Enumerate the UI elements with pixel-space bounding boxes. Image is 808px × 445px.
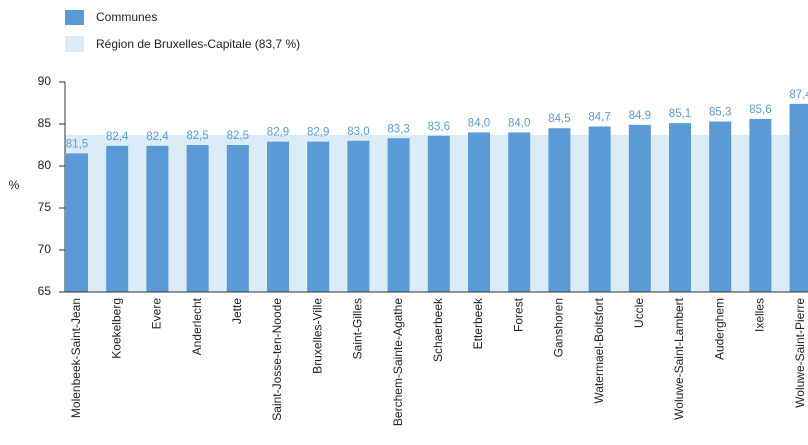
x-tick-label: Woluwe-Saint-Lambert — [672, 297, 686, 419]
x-tick-label: Uccle — [632, 298, 646, 328]
value-label: 81,5 — [66, 138, 88, 150]
bar — [267, 141, 289, 292]
y-tick-label: 70 — [38, 242, 52, 256]
value-label: 82,9 — [267, 127, 289, 139]
bar — [186, 145, 209, 292]
value-label: 84,7 — [588, 112, 610, 124]
x-tick-label: Berchem-Sainte-Agathe — [391, 298, 405, 426]
y-tick-label: 85 — [38, 116, 52, 130]
bar — [508, 132, 531, 292]
bar — [427, 135, 450, 292]
x-tick-label: Bruxelles-Ville — [310, 298, 324, 374]
bar — [709, 121, 732, 292]
x-tick-label: Schaerbeek — [431, 297, 445, 362]
value-label: 84,0 — [508, 117, 530, 129]
bar — [749, 118, 772, 293]
value-label: 85,3 — [709, 107, 731, 119]
x-tick-label: Auderghem — [712, 298, 726, 360]
bar — [548, 128, 571, 292]
value-label: 83,3 — [387, 123, 409, 135]
y-tick-label: 65 — [38, 284, 52, 298]
x-tick-label: Watermael-Boitsfort — [592, 297, 606, 403]
value-label: 84,0 — [468, 117, 490, 129]
value-label: 82,4 — [146, 131, 169, 143]
x-tick-label: Molenbeek-Saint-Jean — [69, 298, 83, 418]
legend-label: Communes — [96, 10, 157, 24]
x-tick-label: Woluwe-Saint-Pierre — [793, 298, 807, 408]
bar — [226, 145, 249, 292]
value-label: 82,5 — [186, 130, 208, 142]
y-tick-label: 75 — [38, 200, 52, 214]
y-tick-label: 90 — [38, 74, 52, 88]
legend-label: Région de Bruxelles-Capitale (83,7 %) — [96, 37, 300, 51]
value-label: 82,4 — [106, 131, 129, 143]
value-label: 82,5 — [227, 130, 249, 142]
x-tick-label: Forest — [511, 297, 525, 332]
value-label: 85,6 — [749, 104, 771, 116]
value-label: 84,5 — [548, 113, 570, 125]
bar — [66, 153, 88, 292]
legend-swatch — [65, 36, 84, 52]
x-tick-label: Ganshoren — [552, 298, 566, 357]
bar — [628, 124, 651, 292]
bar — [347, 140, 370, 292]
bar — [307, 141, 330, 292]
value-label: 87,4 — [789, 89, 808, 101]
x-tick-label: Saint-Josse-ten-Noode — [270, 298, 284, 421]
legend-swatch — [65, 10, 84, 25]
bar — [387, 138, 410, 292]
bar — [588, 126, 611, 293]
y-axis-label: % — [9, 178, 20, 192]
x-tick-label: Jette — [230, 298, 244, 324]
value-label: 83,0 — [347, 126, 369, 138]
value-label: 83,6 — [428, 121, 450, 133]
bar — [669, 123, 691, 292]
bar — [468, 132, 490, 292]
x-tick-label: Anderlecht — [190, 297, 204, 355]
x-tick-label: Ixelles — [753, 298, 767, 332]
bar — [789, 103, 808, 292]
value-label: 82,9 — [307, 127, 329, 139]
value-label: 84,9 — [629, 110, 651, 122]
bar — [146, 145, 169, 292]
x-tick-label: Evere — [150, 298, 164, 330]
x-tick-label: Saint-Gilles — [351, 298, 365, 359]
y-tick-label: 80 — [38, 158, 52, 172]
x-tick-label: Koekelberg — [109, 298, 123, 359]
value-label: 85,1 — [669, 108, 691, 120]
x-tick-label: Etterbeek — [471, 297, 485, 349]
bar — [106, 145, 129, 292]
